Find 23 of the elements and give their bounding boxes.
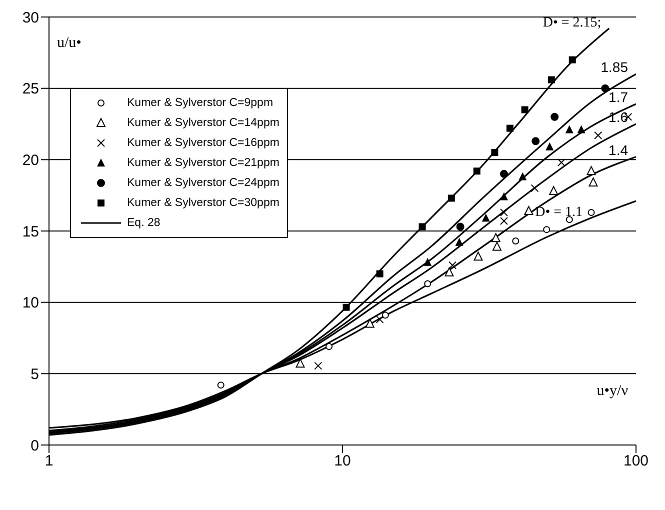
annotation: D• = 2.15; bbox=[542, 15, 602, 30]
legend-label: Kumer & Sylverstor C=21ppm bbox=[127, 157, 280, 169]
legend-label: Eq. 28 bbox=[127, 217, 160, 229]
y-tick-label: 30 bbox=[22, 9, 39, 26]
x-tick-label: 1 bbox=[44, 452, 54, 470]
legend-label: Kumer & Sylverstor C=30ppm bbox=[127, 197, 280, 209]
legend-label: Kumer & Sylverstor C=24ppm bbox=[127, 177, 280, 189]
legend-label: Kumer & Sylverstor C=16ppm bbox=[127, 137, 280, 149]
y-tick-label: 0 bbox=[30, 437, 39, 454]
y-tick-label: 25 bbox=[22, 80, 39, 98]
y-tick-label: 5 bbox=[30, 366, 39, 383]
annotation: 1.4 bbox=[608, 142, 628, 158]
y-axis-title: u/u• bbox=[57, 35, 82, 51]
y-tick-label: 20 bbox=[22, 152, 39, 169]
annotation: 1.7 bbox=[608, 89, 628, 106]
y-tick-label: 10 bbox=[22, 294, 39, 312]
y-tick-label: 15 bbox=[22, 223, 39, 240]
annotation: 1.85 bbox=[600, 59, 628, 76]
legend-label: Kumer & Sylverstor C=9ppm bbox=[127, 97, 274, 109]
x-axis-title: u•y/ν bbox=[596, 383, 628, 399]
x-tick-label: 10 bbox=[334, 452, 351, 470]
legend-label: Kumer & Sylverstor C=14ppm bbox=[127, 117, 280, 129]
x-tick-label: 100 bbox=[623, 452, 649, 470]
